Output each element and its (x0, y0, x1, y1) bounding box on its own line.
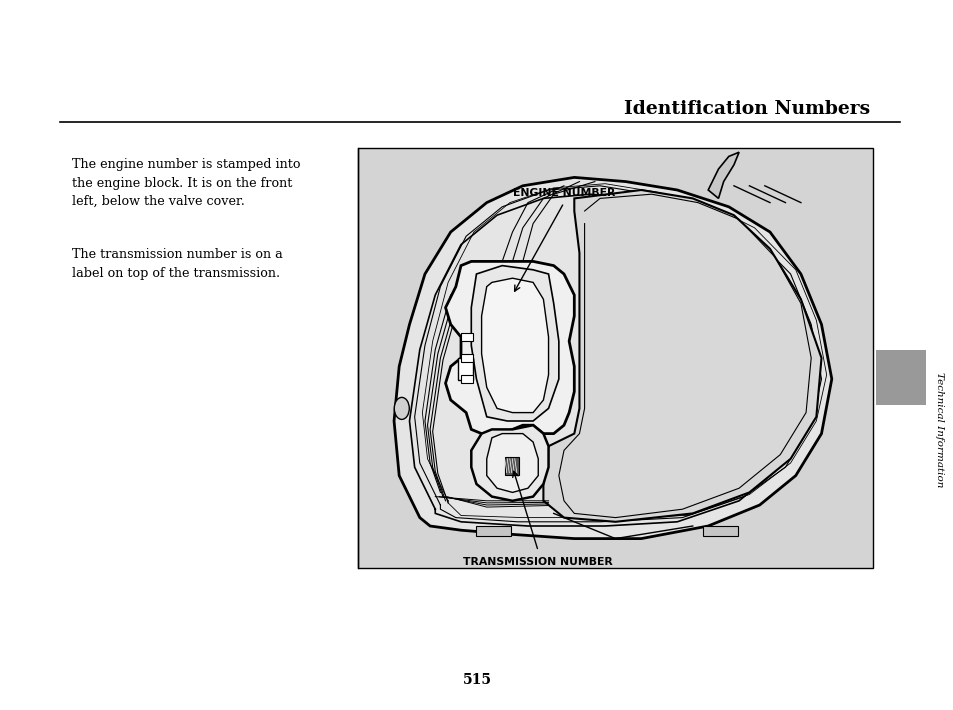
Bar (875, 350, 925, 405)
Text: Identification Numbers: Identification Numbers (623, 100, 869, 118)
Polygon shape (471, 425, 548, 501)
Bar (458, 358, 473, 380)
Bar (504, 457, 518, 475)
Bar (460, 354, 473, 362)
Text: The transmission number is on a
label on top of the transmission.: The transmission number is on a label on… (71, 248, 282, 280)
Polygon shape (445, 261, 574, 434)
Bar (460, 333, 473, 341)
Bar (702, 526, 738, 536)
Text: The engine number is stamped into
the engine block. It is on the front
left, bel: The engine number is stamped into the en… (71, 158, 300, 208)
Polygon shape (471, 266, 558, 421)
Bar (476, 526, 511, 536)
Polygon shape (486, 434, 537, 493)
Polygon shape (543, 190, 821, 522)
Bar (460, 375, 473, 383)
Text: 515: 515 (462, 673, 491, 687)
Polygon shape (394, 178, 831, 539)
Polygon shape (481, 278, 548, 413)
Text: Technical Information: Technical Information (935, 372, 943, 488)
Text: ENGINE NUMBER: ENGINE NUMBER (513, 187, 615, 197)
Text: TRANSMISSION NUMBER: TRANSMISSION NUMBER (463, 557, 613, 567)
Ellipse shape (394, 398, 409, 420)
Polygon shape (707, 152, 739, 198)
Bar (357, 148, 872, 568)
